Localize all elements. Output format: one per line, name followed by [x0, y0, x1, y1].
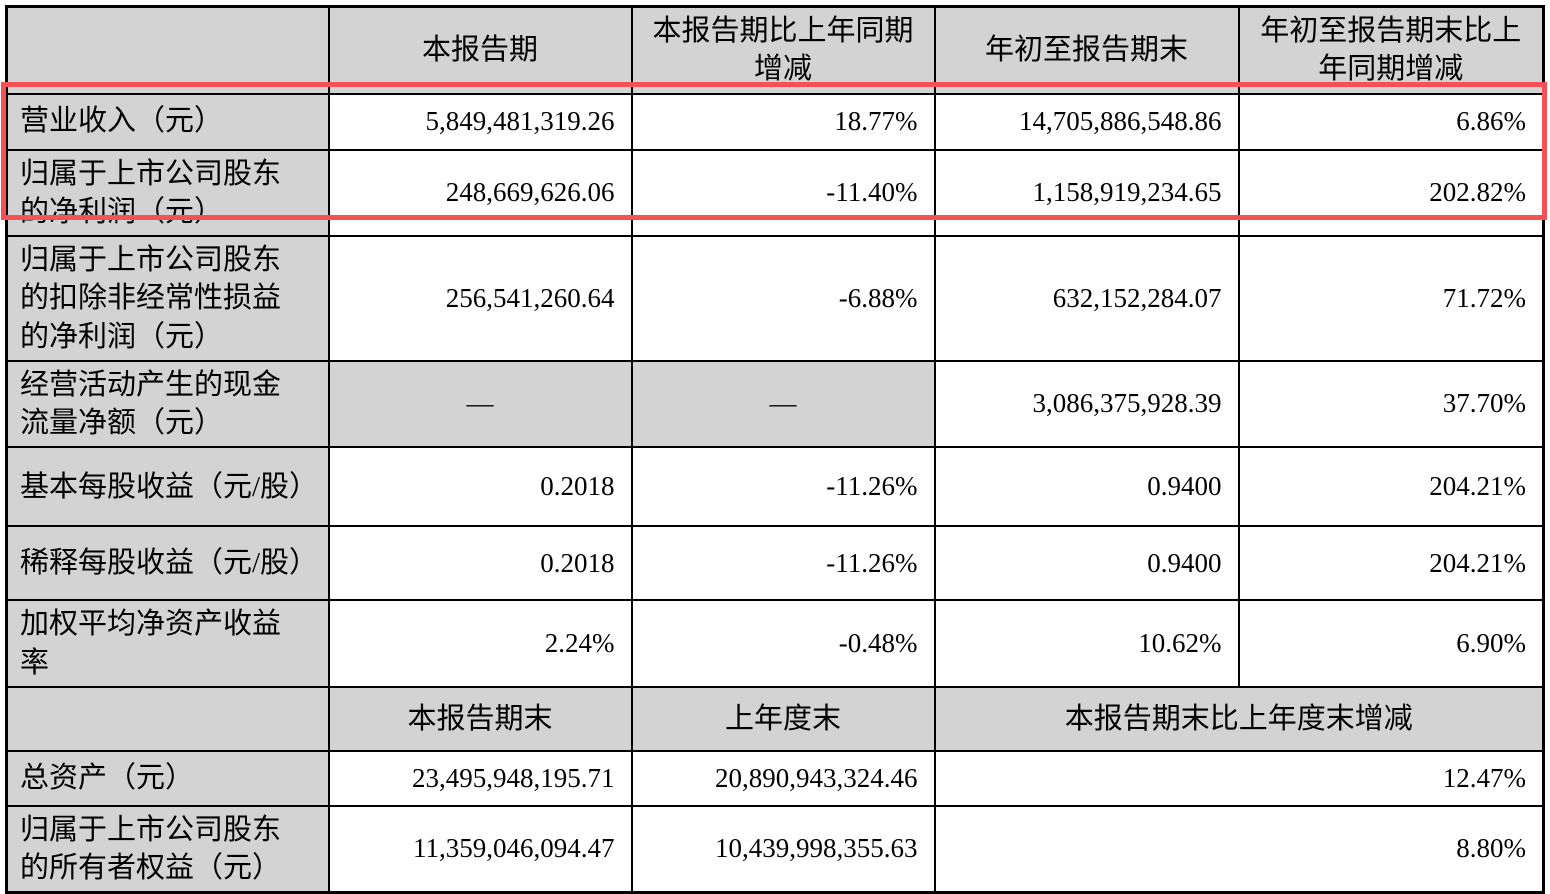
table-row-weighted-avg-roe: 加权平均净资产收益率 2.24% -0.48% 10.62% 6.90%	[5, 599, 1545, 688]
section2-header-row: 本报告期末 上年度末 本报告期末比上年度末增减	[5, 685, 1545, 752]
cell-current-period: 248,669,626.06	[327, 148, 633, 238]
cell-yoy-change: -11.40%	[630, 148, 936, 238]
section1-header-row: 本报告期 本报告期比上年同期增减 年初至报告期末 年初至报告期末比上年同期增减	[5, 5, 1545, 95]
row-label-weighted-avg-roe: 加权平均净资产收益率	[5, 599, 330, 688]
cell-current-period: —	[327, 359, 633, 449]
row-label-shareholders-equity: 归属于上市公司股东的所有者权益（元）	[5, 804, 330, 894]
cell-yoy-change: -11.26%	[630, 525, 936, 602]
cell-yoy-change: 18.77%	[630, 92, 936, 151]
cell-yoy-change: —	[630, 359, 936, 449]
header-current-period: 本报告期	[327, 5, 633, 95]
header-period-vs-last-year-change: 本报告期末比上年度末增减	[933, 685, 1545, 752]
row-label-net-profit-excl-nonrecurring: 归属于上市公司股东的扣除非经常性损益的净利润（元）	[5, 235, 330, 362]
table-row-shareholders-equity: 归属于上市公司股东的所有者权益（元） 11,359,046,094.47 10,…	[5, 804, 1545, 894]
cell-current-period: 5,849,481,319.26	[327, 92, 633, 151]
row-label-net-profit: 归属于上市公司股东的净利润（元）	[5, 148, 330, 238]
row-label-total-assets: 总资产（元）	[5, 749, 330, 807]
table-row-operating-cash-flow: 经营活动产生的现金流量净额（元） — — 3,086,375,928.39 37…	[5, 359, 1545, 449]
cell-current-period: 2.24%	[327, 599, 633, 688]
cell-current-period: 0.2018	[327, 446, 633, 528]
cell-ytd: 0.9400	[933, 525, 1240, 602]
table-row-basic-eps: 基本每股收益（元/股） 0.2018 -11.26% 0.9400 204.21…	[5, 446, 1545, 528]
cell-yoy-change: -6.88%	[630, 235, 936, 362]
cell-end-of-period: 23,495,948,195.71	[327, 749, 633, 807]
header-empty-cell	[5, 685, 330, 752]
cell-ytd: 10.62%	[933, 599, 1240, 688]
cell-yoy-change: -11.26%	[630, 446, 936, 528]
cell-current-period: 0.2018	[327, 525, 633, 602]
header-yoy-change: 本报告期比上年同期增减	[630, 5, 936, 95]
table-row-net-profit-excl-nonrecurring: 归属于上市公司股东的扣除非经常性损益的净利润（元） 256,541,260.64…	[5, 235, 1545, 362]
header-ytd: 年初至报告期末	[933, 5, 1240, 95]
cell-ytd-yoy-change: 6.90%	[1237, 599, 1545, 688]
cell-end-of-period: 11,359,046,094.47	[327, 804, 633, 894]
row-label-diluted-eps: 稀释每股收益（元/股）	[5, 525, 330, 602]
table-row-net-profit: 归属于上市公司股东的净利润（元） 248,669,626.06 -11.40% …	[5, 148, 1545, 238]
header-end-of-period: 本报告期末	[327, 685, 633, 752]
table-row-diluted-eps: 稀释每股收益（元/股） 0.2018 -11.26% 0.9400 204.21…	[5, 525, 1545, 602]
cell-ytd: 3,086,375,928.39	[933, 359, 1240, 449]
cell-ytd: 632,152,284.07	[933, 235, 1240, 362]
cell-ytd-yoy-change: 204.21%	[1237, 446, 1545, 528]
cell-current-period: 256,541,260.64	[327, 235, 633, 362]
header-end-of-last-year: 上年度末	[630, 685, 936, 752]
cell-change: 8.80%	[933, 804, 1545, 894]
row-label-operating-cash-flow: 经营活动产生的现金流量净额（元）	[5, 359, 330, 449]
table-row-total-assets: 总资产（元） 23,495,948,195.71 20,890,943,324.…	[5, 749, 1545, 807]
cell-ytd-yoy-change: 204.21%	[1237, 525, 1545, 602]
table-row-operating-revenue: 营业收入（元） 5,849,481,319.26 18.77% 14,705,8…	[5, 92, 1545, 151]
cell-ytd-yoy-change: 6.86%	[1237, 92, 1545, 151]
cell-ytd-yoy-change: 37.70%	[1237, 359, 1545, 449]
financial-summary-table: 本报告期 本报告期比上年同期增减 年初至报告期末 年初至报告期末比上年同期增减 …	[5, 5, 1545, 894]
cell-ytd: 14,705,886,548.86	[933, 92, 1240, 151]
cell-ytd: 1,158,919,234.65	[933, 148, 1240, 238]
cell-end-of-last-year: 10,439,998,355.63	[630, 804, 936, 894]
cell-ytd-yoy-change: 202.82%	[1237, 148, 1545, 238]
header-ytd-yoy-change: 年初至报告期末比上年同期增减	[1237, 5, 1545, 95]
header-empty-cell	[5, 5, 330, 95]
row-label-operating-revenue: 营业收入（元）	[5, 92, 330, 151]
cell-change: 12.47%	[933, 749, 1545, 807]
cell-ytd-yoy-change: 71.72%	[1237, 235, 1545, 362]
cell-ytd: 0.9400	[933, 446, 1240, 528]
cell-end-of-last-year: 20,890,943,324.46	[630, 749, 936, 807]
cell-yoy-change: -0.48%	[630, 599, 936, 688]
row-label-basic-eps: 基本每股收益（元/股）	[5, 446, 330, 528]
